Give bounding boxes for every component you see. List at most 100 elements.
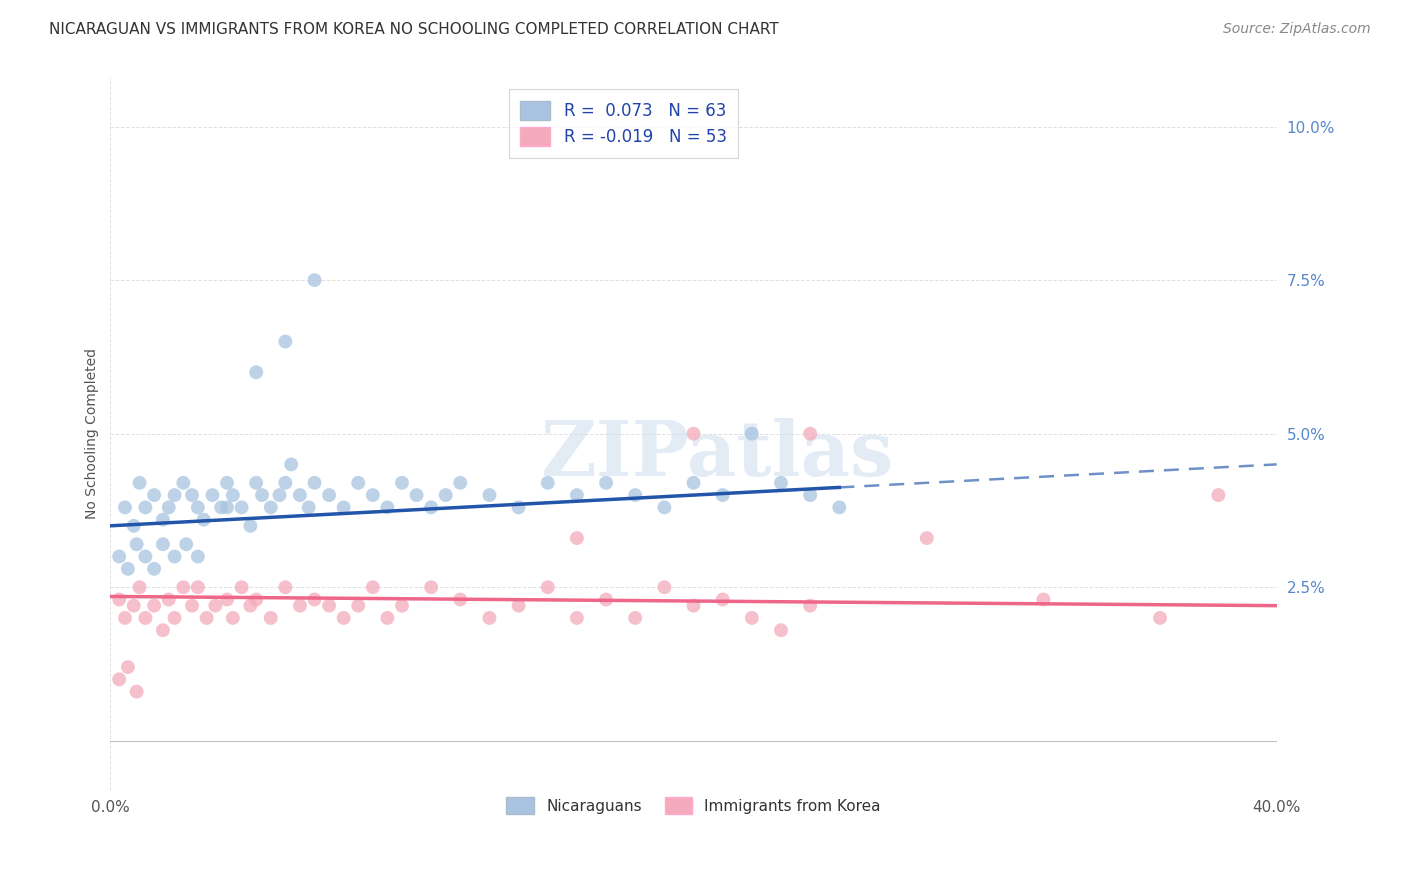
Point — [682, 475, 704, 490]
Point — [231, 580, 253, 594]
Point — [654, 580, 676, 594]
Point — [537, 580, 560, 594]
Point — [122, 599, 145, 613]
Point — [215, 592, 238, 607]
Point — [195, 611, 218, 625]
Point — [108, 673, 131, 687]
Point — [245, 592, 267, 607]
Point — [347, 599, 370, 613]
Point — [391, 599, 413, 613]
Point — [361, 488, 384, 502]
Point — [163, 488, 186, 502]
Point — [711, 488, 734, 502]
Point — [624, 611, 647, 625]
Point — [769, 624, 792, 638]
Point — [222, 488, 245, 502]
Point — [434, 488, 457, 502]
Point — [250, 488, 273, 502]
Point — [128, 580, 150, 594]
Point — [134, 611, 156, 625]
Point — [377, 500, 399, 515]
Point — [288, 599, 311, 613]
Point — [449, 592, 471, 607]
Point — [1032, 592, 1054, 607]
Legend: Nicaraguans, Immigrants from Korea: Nicaraguans, Immigrants from Korea — [495, 786, 891, 825]
Point — [420, 500, 443, 515]
Point — [377, 611, 399, 625]
Point — [565, 488, 588, 502]
Point — [769, 475, 792, 490]
Point — [269, 488, 291, 502]
Point — [508, 599, 530, 613]
Point — [565, 611, 588, 625]
Point — [114, 500, 136, 515]
Point — [260, 500, 283, 515]
Point — [157, 500, 180, 515]
Point — [391, 475, 413, 490]
Point — [172, 475, 194, 490]
Point — [332, 611, 354, 625]
Y-axis label: No Schooling Completed: No Schooling Completed — [86, 348, 100, 519]
Point — [260, 611, 283, 625]
Point — [125, 684, 148, 698]
Point — [799, 488, 821, 502]
Point — [134, 500, 156, 515]
Point — [152, 537, 174, 551]
Point — [215, 475, 238, 490]
Point — [405, 488, 427, 502]
Point — [209, 500, 232, 515]
Point — [332, 500, 354, 515]
Point — [125, 537, 148, 551]
Text: NICARAGUAN VS IMMIGRANTS FROM KOREA NO SCHOOLING COMPLETED CORRELATION CHART: NICARAGUAN VS IMMIGRANTS FROM KOREA NO S… — [49, 22, 779, 37]
Point — [741, 611, 763, 625]
Point — [595, 475, 617, 490]
Point — [682, 426, 704, 441]
Point — [508, 500, 530, 515]
Point — [222, 611, 245, 625]
Point — [420, 580, 443, 594]
Point — [239, 599, 262, 613]
Point — [239, 518, 262, 533]
Point — [143, 488, 166, 502]
Point — [157, 592, 180, 607]
Point — [108, 592, 131, 607]
Point — [537, 475, 560, 490]
Point — [187, 549, 209, 564]
Point — [828, 500, 851, 515]
Point — [741, 426, 763, 441]
Point — [172, 580, 194, 594]
Point — [654, 500, 676, 515]
Point — [565, 531, 588, 545]
Point — [449, 475, 471, 490]
Point — [215, 500, 238, 515]
Point — [274, 580, 297, 594]
Point — [152, 513, 174, 527]
Point — [304, 273, 326, 287]
Point — [181, 488, 204, 502]
Point — [318, 599, 340, 613]
Point — [347, 475, 370, 490]
Point — [478, 611, 501, 625]
Point — [274, 475, 297, 490]
Point — [134, 549, 156, 564]
Point — [114, 611, 136, 625]
Point — [361, 580, 384, 594]
Point — [128, 475, 150, 490]
Point — [143, 562, 166, 576]
Point — [298, 500, 321, 515]
Point — [204, 599, 226, 613]
Point — [108, 549, 131, 564]
Point — [163, 611, 186, 625]
Point — [231, 500, 253, 515]
Point — [478, 488, 501, 502]
Point — [187, 500, 209, 515]
Point — [143, 599, 166, 613]
Point — [682, 599, 704, 613]
Point — [304, 475, 326, 490]
Point — [595, 592, 617, 607]
Point — [152, 624, 174, 638]
Point — [181, 599, 204, 613]
Point — [245, 475, 267, 490]
Point — [193, 513, 215, 527]
Text: Source: ZipAtlas.com: Source: ZipAtlas.com — [1223, 22, 1371, 37]
